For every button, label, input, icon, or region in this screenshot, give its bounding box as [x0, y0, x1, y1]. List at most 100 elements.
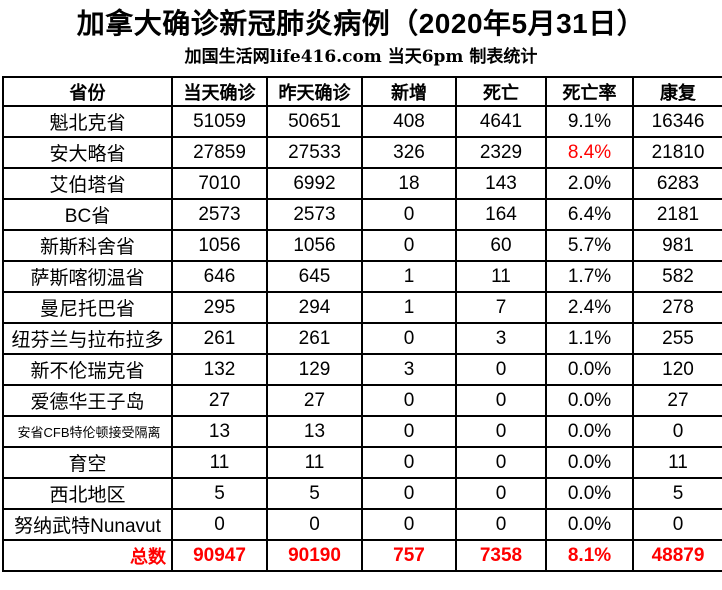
cell-yesterday-confirmed: 11 [266, 446, 363, 479]
table-row: 育空 11 11 0 0 0.0% 11 [2, 446, 722, 479]
cell-death-rate: 9.1% [545, 105, 634, 138]
cell-new-cases: 0 [361, 198, 457, 231]
cell-province: 纽芬兰与拉布拉多 [2, 322, 173, 355]
cell-deaths: 143 [455, 167, 547, 200]
cell-new-cases: 18 [361, 167, 457, 200]
cell-today-confirmed: 2573 [171, 198, 268, 231]
cell-province: 爱德华王子岛 [2, 384, 173, 417]
cell-province: 萨斯喀彻温省 [2, 260, 173, 293]
cell-total-new: 757 [361, 539, 457, 572]
table-row: 曼尼托巴省 295 294 1 7 2.4% 278 [2, 291, 722, 324]
cell-new-cases: 1 [361, 291, 457, 324]
cell-recovered: 2181 [632, 198, 722, 231]
table-row: 纽芬兰与拉布拉多 261 261 0 3 1.1% 255 [2, 322, 722, 355]
cell-today-confirmed: 1056 [171, 229, 268, 262]
cell-new-cases: 408 [361, 105, 457, 138]
cell-new-cases: 0 [361, 384, 457, 417]
cell-deaths: 2329 [455, 136, 547, 169]
cell-recovered: 6283 [632, 167, 722, 200]
covid-table: 省份 当天确诊 昨天确诊 新增 死亡 死亡率 康复 魁北克省 51059 506… [2, 76, 722, 572]
table-row: 努纳武特Nunavut 0 0 0 0 0.0% 0 [2, 508, 722, 541]
page-title: 加拿大确诊新冠肺炎病例（2020年5月31日） [76, 8, 646, 39]
column-header-death-rate: 死亡率 [545, 76, 634, 107]
header-row: 省份 当天确诊 昨天确诊 新增 死亡 死亡率 康复 [2, 76, 722, 107]
cell-death-rate: 5.7% [545, 229, 634, 262]
cell-death-rate: 1.7% [545, 260, 634, 293]
cell-recovered: 0 [632, 508, 722, 541]
cell-province: 新不伦瑞克省 [2, 353, 173, 386]
subtitle: 加国生活网life416.com 当天6pm 制表统计 [184, 47, 538, 67]
cell-recovered: 27 [632, 384, 722, 417]
cell-death-rate: 2.4% [545, 291, 634, 324]
cell-today-confirmed: 261 [171, 322, 268, 355]
cell-new-cases: 0 [361, 415, 457, 448]
cell-province: 魁北克省 [2, 105, 173, 138]
column-header-recovered: 康复 [632, 76, 722, 107]
cell-death-rate: 0.0% [545, 353, 634, 386]
cell-recovered: 0 [632, 415, 722, 448]
cell-recovered: 16346 [632, 105, 722, 138]
cell-death-rate: 2.0% [545, 167, 634, 200]
cell-new-cases: 326 [361, 136, 457, 169]
total-row: 总数 90947 90190 757 7358 8.1% 48879 [2, 539, 722, 572]
cell-today-confirmed: 132 [171, 353, 268, 386]
cell-today-confirmed: 11 [171, 446, 268, 479]
cell-today-confirmed: 13 [171, 415, 268, 448]
cell-new-cases: 3 [361, 353, 457, 386]
table-row: 西北地区 5 5 0 0 0.0% 5 [2, 477, 722, 510]
cell-deaths: 0 [455, 446, 547, 479]
cell-death-rate: 0.0% [545, 508, 634, 541]
cell-new-cases: 0 [361, 508, 457, 541]
cell-deaths: 0 [455, 353, 547, 386]
cell-today-confirmed: 646 [171, 260, 268, 293]
column-header-province: 省份 [2, 76, 173, 107]
cell-yesterday-confirmed: 261 [266, 322, 363, 355]
table-row: 萨斯喀彻温省 646 645 1 11 1.7% 582 [2, 260, 722, 293]
column-header-new-cases: 新增 [361, 76, 457, 107]
cell-deaths: 3 [455, 322, 547, 355]
cell-deaths: 4641 [455, 105, 547, 138]
cell-province: 安大略省 [2, 136, 173, 169]
cell-province: 安省CFB特伦顿接受隔离 [2, 415, 173, 448]
page: 加拿大确诊新冠肺炎病例（2020年5月31日） 加国生活网life416.com… [0, 6, 722, 590]
table-row: 艾伯塔省 7010 6992 18 143 2.0% 6283 [2, 167, 722, 200]
cell-province: 西北地区 [2, 477, 173, 510]
cell-total-today: 90947 [171, 539, 268, 572]
column-header-today-confirmed: 当天确诊 [171, 76, 268, 107]
cell-new-cases: 0 [361, 446, 457, 479]
cell-new-cases: 0 [361, 322, 457, 355]
table-row: 安大略省 27859 27533 326 2329 8.4% 21810 [2, 136, 722, 169]
cell-yesterday-confirmed: 645 [266, 260, 363, 293]
cell-death-rate: 8.4% [545, 136, 634, 169]
cell-deaths: 164 [455, 198, 547, 231]
cell-deaths: 0 [455, 508, 547, 541]
cell-recovered: 255 [632, 322, 722, 355]
cell-yesterday-confirmed: 2573 [266, 198, 363, 231]
table-row: BC省 2573 2573 0 164 6.4% 2181 [2, 198, 722, 231]
cell-yesterday-confirmed: 27533 [266, 136, 363, 169]
table-row: 爱德华王子岛 27 27 0 0 0.0% 27 [2, 384, 722, 417]
cell-recovered: 981 [632, 229, 722, 262]
cell-total-death-rate: 8.1% [545, 539, 634, 572]
table-row: 新不伦瑞克省 132 129 3 0 0.0% 120 [2, 353, 722, 386]
table-row: 魁北克省 51059 50651 408 4641 9.1% 16346 [2, 105, 722, 138]
cell-total-yesterday: 90190 [266, 539, 363, 572]
cell-yesterday-confirmed: 129 [266, 353, 363, 386]
cell-recovered: 5 [632, 477, 722, 510]
cell-province: 曼尼托巴省 [2, 291, 173, 324]
column-header-deaths: 死亡 [455, 76, 547, 107]
cell-recovered: 120 [632, 353, 722, 386]
cell-yesterday-confirmed: 6992 [266, 167, 363, 200]
cell-yesterday-confirmed: 5 [266, 477, 363, 510]
cell-death-rate: 0.0% [545, 446, 634, 479]
cell-today-confirmed: 295 [171, 291, 268, 324]
cell-recovered: 11 [632, 446, 722, 479]
cell-deaths: 60 [455, 229, 547, 262]
cell-province: 育空 [2, 446, 173, 479]
cell-yesterday-confirmed: 50651 [266, 105, 363, 138]
cell-death-rate: 6.4% [545, 198, 634, 231]
cell-recovered: 21810 [632, 136, 722, 169]
cell-deaths: 11 [455, 260, 547, 293]
table-row: 安省CFB特伦顿接受隔离 13 13 0 0 0.0% 0 [2, 415, 722, 448]
cell-death-rate: 0.0% [545, 415, 634, 448]
